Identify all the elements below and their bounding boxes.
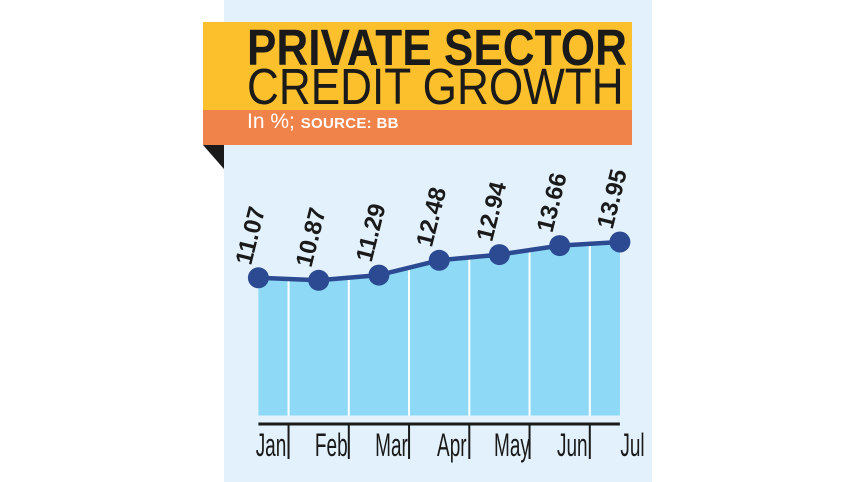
svg-text:Jul: Jul: [620, 427, 644, 464]
svg-text:May: May: [494, 427, 530, 464]
svg-text:12.94: 12.94: [472, 179, 513, 244]
svg-text:13.95: 13.95: [592, 167, 633, 232]
svg-text:11.07: 11.07: [231, 204, 271, 268]
svg-text:10.87: 10.87: [291, 205, 332, 270]
svg-text:Jan: Jan: [256, 427, 287, 464]
svg-text:Mar: Mar: [375, 427, 408, 464]
svg-text:Apr: Apr: [437, 427, 467, 464]
svg-text:Feb: Feb: [315, 427, 348, 464]
svg-text:11.29: 11.29: [351, 201, 391, 265]
svg-text:13.66: 13.66: [532, 170, 573, 235]
svg-text:12.48: 12.48: [411, 185, 452, 250]
svg-text:Jun: Jun: [557, 427, 588, 464]
